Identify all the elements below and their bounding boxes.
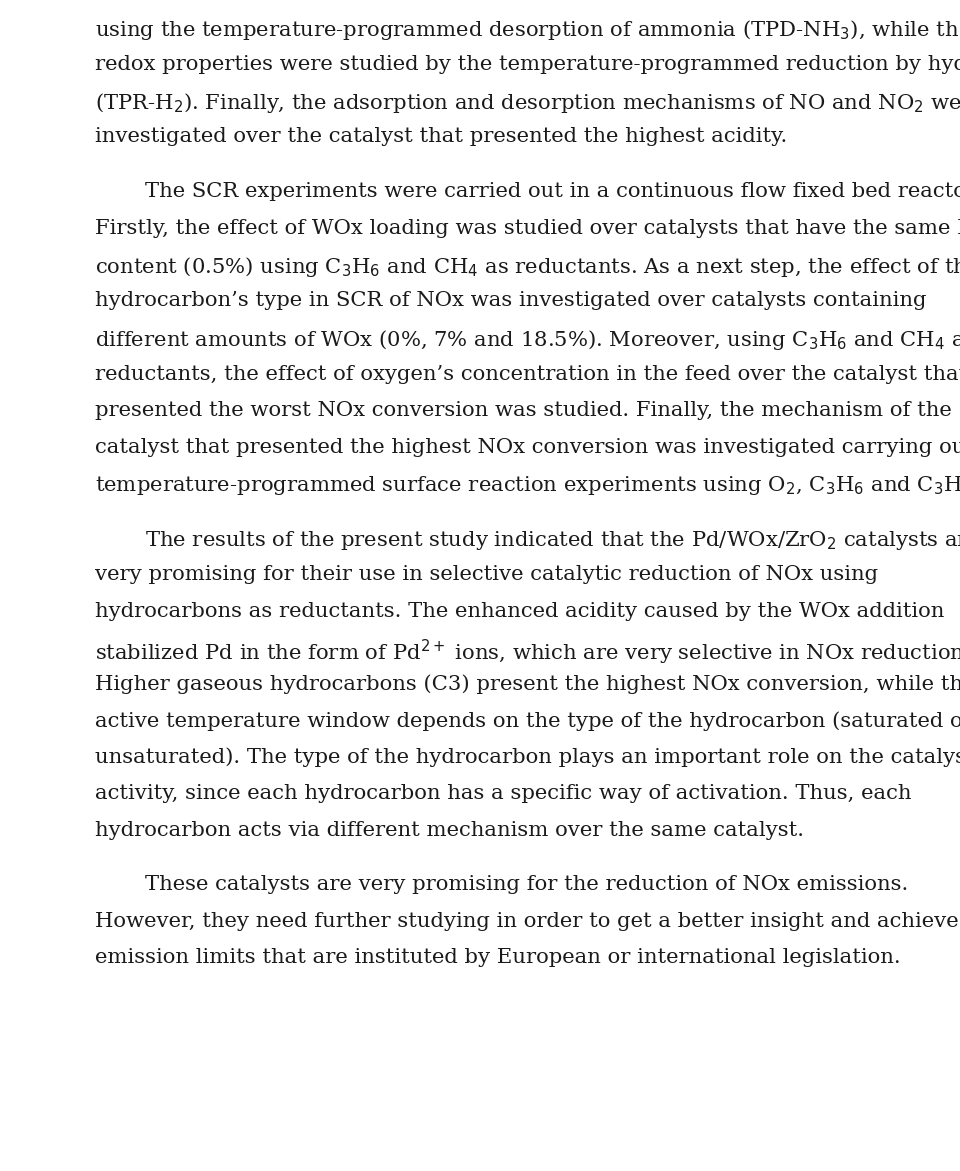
Text: redox properties were studied by the temperature-programmed reduction by hydroge: redox properties were studied by the tem… — [95, 55, 960, 74]
Text: reductants, the effect of oxygen’s concentration in the feed over the catalyst t: reductants, the effect of oxygen’s conce… — [95, 364, 960, 383]
Text: hydrocarbon’s type in SCR of NOx was investigated over catalysts containing: hydrocarbon’s type in SCR of NOx was inv… — [95, 292, 926, 310]
Text: Firstly, the effect of WOx loading was studied over catalysts that have the same: Firstly, the effect of WOx loading was s… — [95, 219, 960, 238]
Text: Higher gaseous hydrocarbons (C3) present the highest NOx conversion, while the: Higher gaseous hydrocarbons (C3) present… — [95, 674, 960, 694]
Text: The results of the present study indicated that the Pd/WOx/ZrO$_2$ catalysts are: The results of the present study indicat… — [145, 528, 960, 552]
Text: content (0.5%) using C$_3$H$_6$ and CH$_4$ as reductants. As a next step, the ef: content (0.5%) using C$_3$H$_6$ and CH$_… — [95, 255, 960, 279]
Text: hydrocarbon acts via different mechanism over the same catalyst.: hydrocarbon acts via different mechanism… — [95, 821, 804, 840]
Text: These catalysts are very promising for the reduction of NOx emissions.: These catalysts are very promising for t… — [145, 875, 908, 893]
Text: investigated over the catalyst that presented the highest acidity.: investigated over the catalyst that pres… — [95, 128, 787, 146]
Text: different amounts of WOx (0%, 7% and 18.5%). Moreover, using C$_3$H$_6$ and CH$_: different amounts of WOx (0%, 7% and 18.… — [95, 328, 960, 352]
Text: presented the worst NOx conversion was studied. Finally, the mechanism of the: presented the worst NOx conversion was s… — [95, 400, 951, 420]
Text: activity, since each hydrocarbon has a specific way of activation. Thus, each: activity, since each hydrocarbon has a s… — [95, 785, 911, 803]
Text: using the temperature-programmed desorption of ammonia (TPD-NH$_3$), while their: using the temperature-programmed desorpt… — [95, 18, 960, 42]
Text: emission limits that are instituted by European or international legislation.: emission limits that are instituted by E… — [95, 949, 900, 967]
Text: The SCR experiments were carried out in a continuous flow fixed bed reactor.: The SCR experiments were carried out in … — [145, 182, 960, 201]
Text: very promising for their use in selective catalytic reduction of NOx using: very promising for their use in selectiv… — [95, 564, 878, 584]
Text: active temperature window depends on the type of the hydrocarbon (saturated or: active temperature window depends on the… — [95, 711, 960, 731]
Text: stabilized Pd in the form of Pd$^{2+}$ ions, which are very selective in NOx red: stabilized Pd in the form of Pd$^{2+}$ i… — [95, 638, 960, 667]
Text: temperature-programmed surface reaction experiments using O$_2$, C$_3$H$_6$ and : temperature-programmed surface reaction … — [95, 474, 960, 497]
Text: However, they need further studying in order to get a better insight and achieve: However, they need further studying in o… — [95, 911, 960, 931]
Text: unsaturated). The type of the hydrocarbon plays an important role on the catalys: unsaturated). The type of the hydrocarbo… — [95, 747, 960, 767]
Text: hydrocarbons as reductants. The enhanced acidity caused by the WOx addition: hydrocarbons as reductants. The enhanced… — [95, 602, 945, 621]
Text: (TPR-H$_2$). Finally, the adsorption and desorption mechanisms of NO and NO$_2$ : (TPR-H$_2$). Finally, the adsorption and… — [95, 91, 960, 115]
Text: catalyst that presented the highest NOx conversion was investigated carrying out: catalyst that presented the highest NOx … — [95, 438, 960, 457]
